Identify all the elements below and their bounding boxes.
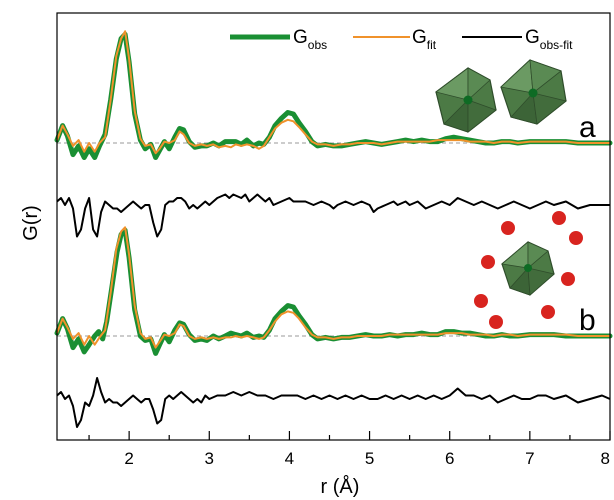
x-tick-label: 6 (445, 449, 454, 468)
oxygen-atom-icon (552, 211, 566, 225)
metal-atom-icon (463, 95, 473, 105)
oxygen-atom-icon (569, 231, 583, 245)
octahedra-inset-a (435, 59, 567, 133)
x-tick-label: 4 (285, 449, 294, 468)
series-diff-b (56, 377, 611, 428)
x-tick-label: 3 (205, 449, 214, 468)
x-axis-ticks: 2 3 4 5 6 7 8 (88, 431, 611, 468)
oxygen-atom-icon (501, 221, 515, 235)
legend-label-obs: Gobs (293, 27, 327, 52)
octahedron-oxygen-inset-b (474, 211, 583, 329)
oxygen-atom-icon (474, 294, 488, 308)
oxygen-atom-icon (561, 272, 575, 286)
panel-a-label: a (579, 111, 596, 144)
x-tick-label: 8 (601, 449, 610, 468)
legend-label-fit: Gfit (412, 27, 437, 52)
metal-atom-icon (528, 88, 538, 98)
octahedron-right (500, 59, 567, 125)
legend-label-diff: Gobs-fit (525, 27, 573, 52)
oxygen-atom-icon (541, 305, 555, 319)
series-fit-b (56, 226, 610, 349)
octahedron-left (435, 67, 497, 133)
panel-b-label: b (579, 304, 596, 337)
x-axis-title: r (Å) (321, 475, 360, 498)
series-fit-a (56, 30, 610, 155)
x-tick-label: 7 (525, 449, 534, 468)
plot-layer (54, 30, 613, 428)
legend: Gobs Gfit Gobs-fit (230, 27, 573, 52)
y-axis-title: G(r) (20, 205, 42, 241)
x-tick-label: 5 (365, 449, 374, 468)
oxygen-atom-icon (481, 255, 495, 269)
plot-frame (56, 12, 611, 441)
metal-atom-icon (524, 264, 532, 272)
oxygen-atom-icon (489, 315, 503, 329)
octahedron-center (501, 241, 555, 296)
series-diff-a (56, 193, 610, 238)
x-tick-label: 2 (124, 449, 133, 468)
